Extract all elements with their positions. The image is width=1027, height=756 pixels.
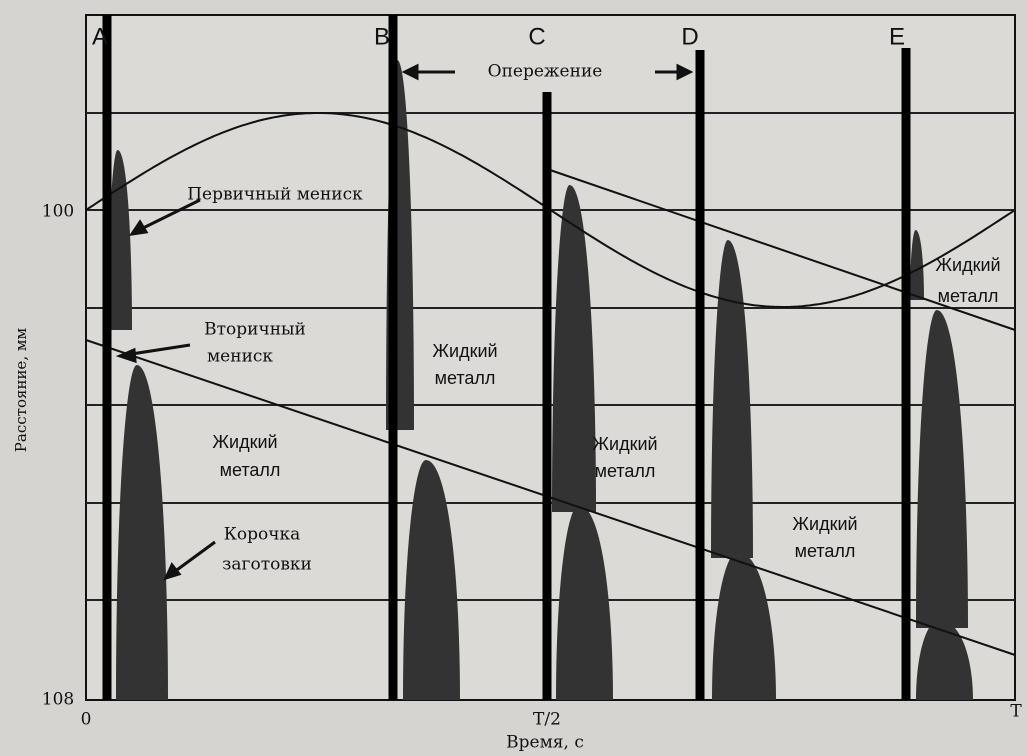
marker-label: A [92, 23, 108, 50]
annotation: заготовки [222, 555, 312, 575]
x-tick-label: T/2 [533, 710, 561, 730]
annotation: металл [220, 460, 281, 480]
annotation: Жидкий [212, 432, 277, 452]
annotation: Жидкий [592, 434, 657, 454]
annotation: металл [435, 368, 496, 388]
x-tick-label: T [1010, 702, 1022, 722]
annotation: Корочка [224, 525, 301, 545]
diagram: A B C D E Опережение Первичный мениск Вт… [0, 0, 1027, 756]
y-axis-label: Расстояние, мм [12, 327, 30, 452]
annotation: Первичный мениск [187, 185, 363, 205]
annotation: мениск [207, 347, 273, 367]
marker-label: E [889, 23, 905, 50]
annotation: Жидкий [935, 255, 1000, 275]
marker-label: B [374, 23, 390, 50]
annotation: металл [595, 461, 656, 481]
annotation: Опережение [488, 62, 603, 82]
x-tick-label: 0 [81, 710, 92, 730]
y-tick-label: 100 [42, 202, 74, 222]
annotation: металл [795, 541, 856, 561]
annotation: Вторичный [204, 320, 306, 340]
annotation: Жидкий [792, 514, 857, 534]
marker-label: D [681, 23, 698, 50]
x-axis-label: Время, с [506, 733, 584, 753]
annotation: металл [938, 286, 999, 306]
annotation: Жидкий [432, 341, 497, 361]
marker-label: C [528, 23, 545, 50]
y-tick-label: 108 [42, 690, 74, 710]
